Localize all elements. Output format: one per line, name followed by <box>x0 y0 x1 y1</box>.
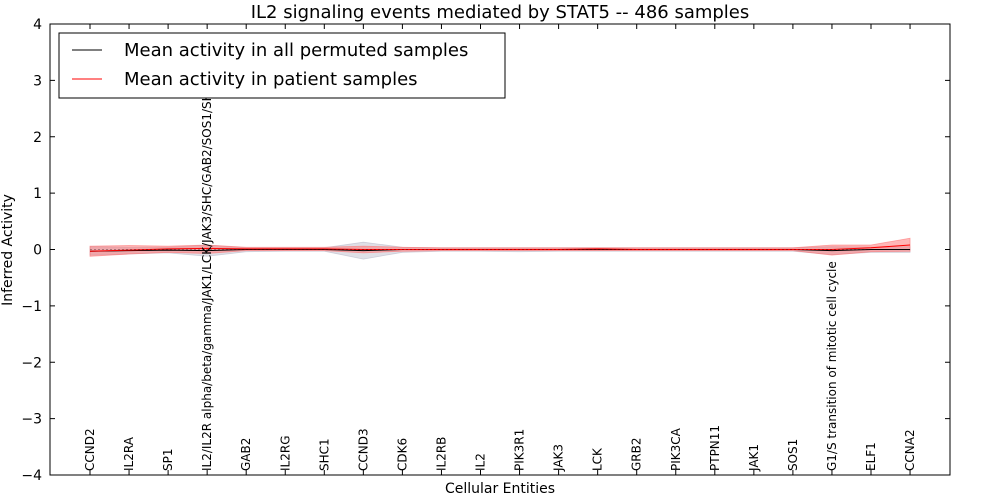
y-tick-label: −4 <box>21 468 42 484</box>
category-label: IL2RG <box>278 436 292 472</box>
category-label: ELF1 <box>864 442 878 471</box>
patient-band <box>89 237 911 257</box>
category-label: JAK1 <box>747 444 761 472</box>
legend: Mean activity in all permuted samples Me… <box>58 32 506 99</box>
category-label: SOS1 <box>786 439 800 471</box>
category-labels: CCND2 IL2RA SP1 IL2/IL2R alpha/beta/gamma/J… <box>83 76 917 472</box>
legend-label-permuted: Mean activity in all permuted samples <box>124 40 468 61</box>
category-label: PTPN11 <box>708 425 722 471</box>
patient-mean-line <box>89 244 911 252</box>
legend-box <box>58 32 506 99</box>
y-tick-label: 3 <box>33 73 42 89</box>
y-tick-label: 1 <box>33 186 42 202</box>
category-label: CCNA2 <box>903 429 917 471</box>
y-axis: −4 −3 −2 −1 0 1 2 3 4 <box>21 17 950 484</box>
category-label: G1/S transition of mitotic cell cycle <box>825 261 839 471</box>
x-axis-title: Cellular Entities <box>445 481 555 497</box>
category-label: GRB2 <box>630 437 644 471</box>
series-lines <box>89 244 911 252</box>
category-label: CCND3 <box>356 428 370 471</box>
legend-label-patient: Mean activity in patient samples <box>124 69 418 90</box>
category-label: IL2RA <box>122 436 136 471</box>
y-axis-title: Inferred Activity <box>0 194 16 306</box>
y-tick-label: −3 <box>21 412 42 428</box>
category-label: IL2 <box>474 453 488 471</box>
category-label: JAK3 <box>552 444 566 472</box>
category-label: PIK3CA <box>669 427 683 471</box>
category-label: SP1 <box>161 449 175 472</box>
category-label: GAB2 <box>239 438 253 471</box>
category-label: PIK3R1 <box>513 429 527 471</box>
category-label: LCK <box>591 447 605 471</box>
y-tick-label: 2 <box>33 130 42 146</box>
y-tick-label: 0 <box>33 243 42 259</box>
category-label: CDK6 <box>395 438 409 471</box>
category-label: IL2RB <box>434 437 448 471</box>
confidence-bands <box>89 237 911 260</box>
y-tick-label: −1 <box>21 299 42 315</box>
chart-title: IL2 signaling events mediated by STAT5 -… <box>251 2 750 23</box>
category-label: CCND2 <box>83 428 97 471</box>
y-tick-label: 4 <box>33 17 42 33</box>
category-label: IL2/IL2R alpha/beta/gamma/JAK1/LCK/JAK3/… <box>200 76 214 471</box>
y-tick-label: −2 <box>21 355 42 371</box>
category-label: SHC1 <box>317 438 331 471</box>
